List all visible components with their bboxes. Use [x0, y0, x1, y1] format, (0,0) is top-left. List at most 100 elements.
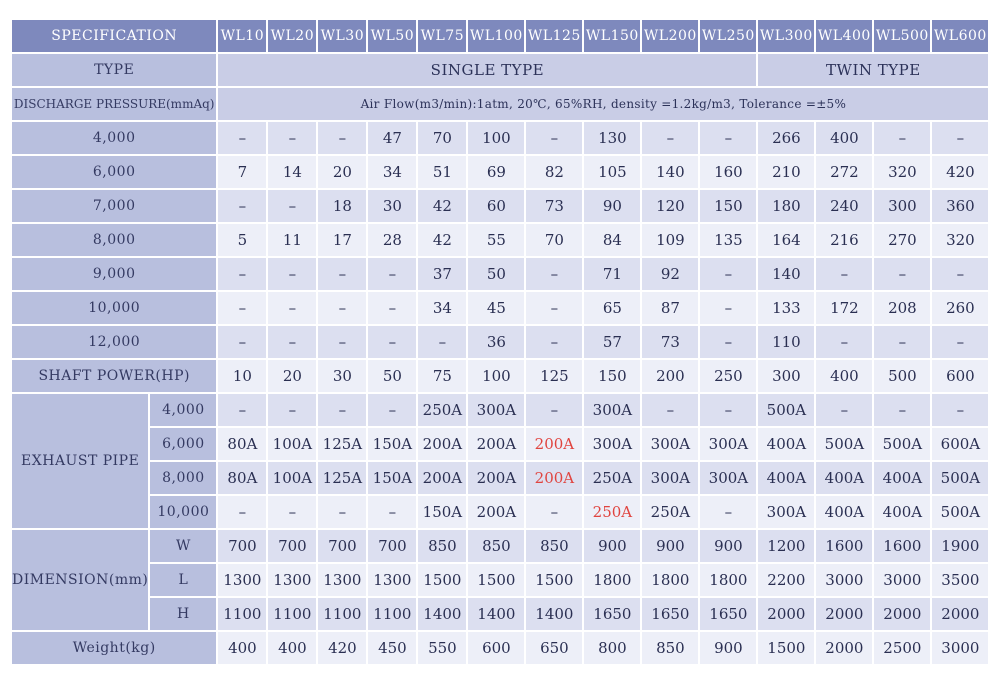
value-cell: 700 — [268, 530, 317, 562]
pressure-row: 6,000 7 14 20 34 51 69 82 105 140 160 210 272 320 420 — [12, 156, 989, 188]
value-cell: – — [318, 258, 367, 290]
dimension-axis-label: W — [150, 530, 217, 562]
value-cell: 2000 — [816, 632, 873, 664]
value-cell: 500 — [874, 360, 931, 392]
value-cell: – — [932, 258, 989, 290]
value-cell: 1100 — [318, 598, 367, 630]
pressure-row: 4,000– – –47 70 100–130– –266 400– – — [12, 122, 989, 154]
pressure-label: 6,000 — [12, 156, 217, 188]
value-cell: 900 — [700, 530, 757, 562]
value-cell: 100A — [268, 462, 317, 494]
value-cell: 200A — [468, 462, 525, 494]
value-cell: 60 — [468, 190, 525, 222]
value-cell: 164 — [758, 224, 815, 256]
value-cell: 1300 — [218, 564, 267, 596]
value-cell: 30 — [318, 360, 367, 392]
value-cell: 2000 — [874, 598, 931, 630]
model-header-cell: WL500 — [874, 20, 931, 52]
value-cell: – — [526, 292, 583, 324]
value-cell: 800 — [584, 632, 641, 664]
value-cell: – — [816, 394, 873, 426]
value-cell: – — [700, 292, 757, 324]
value-cell: 1300 — [318, 564, 367, 596]
dimension-axis-label: H — [150, 598, 217, 630]
value-cell: 420 — [318, 632, 367, 664]
value-cell: 500A — [932, 462, 989, 494]
value-cell: 1650 — [700, 598, 757, 630]
value-cell: 133 — [758, 292, 815, 324]
value-cell: 260 — [932, 292, 989, 324]
value-cell: 150 — [584, 360, 641, 392]
model-header-cell: WL400 — [816, 20, 873, 52]
value-cell: 700 — [368, 530, 417, 562]
value-cell: – — [268, 122, 317, 154]
value-cell: 34 — [368, 156, 417, 188]
value-cell: 1500 — [418, 564, 467, 596]
discharge-pressure-label: DISCHARGE PRESSURE(mmAq) — [12, 88, 217, 120]
value-cell: 150A — [418, 496, 467, 528]
value-cell: – — [368, 292, 417, 324]
dimension-row: DIMENSION(mm) W 700 700 700 700 850 850 850 900 90… — [12, 530, 989, 630]
value-cell: 1300 — [268, 564, 317, 596]
value-cell: 200A — [468, 428, 525, 460]
value-cell: 208 — [874, 292, 931, 324]
value-cell: – — [268, 326, 317, 358]
exhaust-pipe-label: EXHAUST PIPE — [12, 394, 149, 528]
value-cell: 250A — [584, 462, 641, 494]
value-cell: 400 — [268, 632, 317, 664]
value-cell: – — [368, 258, 417, 290]
value-cell: 1400 — [468, 598, 525, 630]
weight-label: Weight(kg) — [12, 632, 217, 664]
value-cell: 216 — [816, 224, 873, 256]
value-cell: 272 — [816, 156, 873, 188]
value-cell: 500A — [758, 394, 815, 426]
value-cell: 2000 — [816, 598, 873, 630]
value-cell: 400 — [816, 122, 873, 154]
value-cell: 300 — [758, 360, 815, 392]
value-cell: 400A — [874, 496, 931, 528]
spec-header-cell: SPECIFICATION — [12, 20, 217, 52]
value-cell: – — [642, 394, 699, 426]
value-cell: 650 — [526, 632, 583, 664]
value-cell: 400A — [758, 462, 815, 494]
pressure-row: 10,000– – – –34 45–65 87–133 172 208 260 — [12, 292, 989, 324]
value-cell: – — [700, 496, 757, 528]
twin-type-band: TWIN TYPE — [758, 54, 989, 86]
value-cell: – — [700, 394, 757, 426]
value-cell: – — [318, 394, 367, 426]
value-cell: 360 — [932, 190, 989, 222]
value-cell: 105 — [584, 156, 641, 188]
value-cell: 900 — [584, 530, 641, 562]
value-cell: – — [932, 326, 989, 358]
value-cell: 200A — [418, 428, 467, 460]
value-cell: – — [932, 394, 989, 426]
value-cell: 1400 — [418, 598, 467, 630]
value-cell: 266 — [758, 122, 815, 154]
value-cell: – — [318, 496, 367, 528]
model-header-cell: WL600 — [932, 20, 989, 52]
value-cell: 11 — [268, 224, 317, 256]
value-cell: 150A — [368, 428, 417, 460]
value-cell: – — [268, 394, 317, 426]
value-cell: 70 — [526, 224, 583, 256]
value-cell: 92 — [642, 258, 699, 290]
value-cell: – — [526, 394, 583, 426]
value-cell: 1200 — [758, 530, 815, 562]
value-cell: 200A — [418, 462, 467, 494]
value-cell: 135 — [700, 224, 757, 256]
model-header-cell: WL200 — [642, 20, 699, 52]
value-cell: 400 — [816, 360, 873, 392]
value-cell: 450 — [368, 632, 417, 664]
highlighted-value-cell: 200A — [526, 462, 583, 494]
value-cell: 69 — [468, 156, 525, 188]
value-cell: 420 — [932, 156, 989, 188]
value-cell: 300A — [642, 462, 699, 494]
value-cell: 1800 — [642, 564, 699, 596]
value-cell: – — [932, 122, 989, 154]
value-cell: 850 — [526, 530, 583, 562]
value-cell: 2500 — [874, 632, 931, 664]
value-cell: 900 — [700, 632, 757, 664]
value-cell: 45 — [468, 292, 525, 324]
value-cell: 75 — [418, 360, 467, 392]
value-cell: 250 — [700, 360, 757, 392]
